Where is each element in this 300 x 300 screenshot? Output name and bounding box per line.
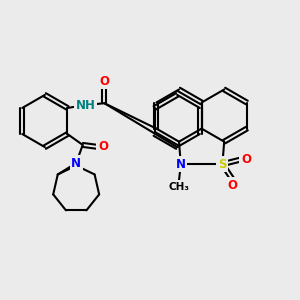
Text: S: S bbox=[218, 158, 226, 171]
Text: O: O bbox=[100, 75, 110, 88]
Text: O: O bbox=[241, 153, 251, 166]
Text: O: O bbox=[227, 179, 238, 192]
Text: CH₃: CH₃ bbox=[169, 182, 190, 192]
Text: N: N bbox=[176, 158, 186, 171]
Text: NH: NH bbox=[76, 99, 95, 112]
Text: O: O bbox=[98, 140, 108, 153]
Text: N: N bbox=[71, 157, 81, 169]
